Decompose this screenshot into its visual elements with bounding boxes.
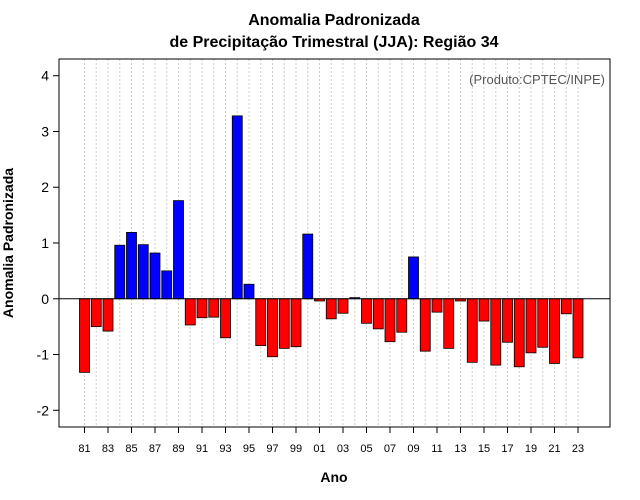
- bar-23: [572, 298, 584, 359]
- x-tick-label: 95: [243, 443, 255, 455]
- bar-02: [325, 298, 337, 320]
- bar-07: [384, 298, 396, 343]
- bar-94: [231, 115, 243, 300]
- bars: [79, 115, 584, 373]
- bar-87: [149, 252, 161, 300]
- bar-93: [220, 298, 231, 339]
- bar-98: [278, 298, 290, 349]
- bar-95: [243, 283, 255, 300]
- x-tick-label: 17: [501, 443, 513, 455]
- bar-20: [537, 298, 549, 348]
- bar-00: [302, 233, 314, 300]
- bar-06: [372, 298, 384, 330]
- bar-03: [337, 298, 349, 314]
- y-tick-label: 1: [41, 235, 49, 251]
- bar-92: [208, 298, 220, 318]
- bar-96: [255, 298, 267, 346]
- x-tick-label: 07: [384, 443, 396, 455]
- x-tick-label: 99: [290, 443, 302, 455]
- credit-label: (Produto:CPTEC/INPE): [469, 72, 605, 87]
- x-tick-label: 01: [313, 443, 325, 455]
- y-tick-label: -1: [37, 347, 50, 363]
- bar-85: [126, 232, 137, 300]
- x-tick-label: 97: [266, 443, 278, 455]
- bar-84: [114, 244, 126, 300]
- y-tick-label: 3: [41, 123, 49, 139]
- x-tick-label: 89: [172, 443, 184, 455]
- bar-90: [184, 298, 196, 326]
- x-tick-label: 19: [525, 443, 537, 455]
- x-tick-label: 81: [78, 443, 90, 455]
- bar-18: [513, 298, 525, 368]
- bar-86: [137, 244, 149, 300]
- x-tick-label: 15: [478, 443, 490, 455]
- bar-99: [290, 298, 302, 348]
- plot-frame: [58, 58, 611, 428]
- y-tick-label: 2: [41, 179, 49, 195]
- bar-17: [502, 298, 513, 343]
- bar-15: [478, 298, 490, 322]
- bar-09: [408, 256, 419, 300]
- bar-22: [560, 298, 572, 315]
- bar-89: [173, 200, 184, 300]
- x-tick-label: 03: [337, 443, 349, 455]
- grid: [84, 59, 579, 427]
- x-tick-label: 21: [548, 443, 560, 455]
- bar-10: [419, 298, 431, 352]
- y-tick-label: -2: [37, 402, 50, 418]
- bar-05: [361, 298, 372, 324]
- bar-19: [525, 298, 537, 354]
- bar-21: [549, 298, 560, 364]
- x-tick-label: 85: [125, 443, 137, 455]
- x-axis: 81 83 85 87 89 91 93 95 97 99 01 03 05 07 09 11 13 15 17 19…: [78, 427, 584, 455]
- chart-title-line2: de Precipitação Trimestral (JJA): Região…: [169, 34, 498, 51]
- y-tick-label: 4: [41, 68, 49, 84]
- chart-title-line1: Anomalia Padronizada: [248, 12, 420, 29]
- bar-14: [466, 298, 478, 363]
- x-tick-label: 13: [454, 443, 466, 455]
- bar-83: [102, 298, 114, 332]
- x-tick-label: 11: [431, 443, 442, 455]
- bar-91: [196, 298, 208, 319]
- x-tick-label: 05: [360, 443, 372, 455]
- x-tick-label: 83: [102, 443, 114, 455]
- y-tick-label: 0: [41, 291, 49, 307]
- y-axis-title: Anomalia Padronizada: [0, 168, 16, 318]
- x-tick-label: 23: [572, 443, 584, 455]
- bar-81: [79, 298, 90, 373]
- x-axis-title: Ano: [320, 469, 347, 485]
- bar-08: [396, 298, 408, 333]
- bar-11: [431, 298, 443, 313]
- bar-88: [161, 270, 173, 300]
- bar-82: [90, 298, 102, 328]
- bar-16: [490, 298, 502, 366]
- x-tick-label: 93: [219, 443, 231, 455]
- x-tick-label: 91: [196, 443, 208, 455]
- x-tick-label: 09: [407, 443, 419, 455]
- y-axis: -2 -1 0 1 2 3 4: [37, 68, 59, 418]
- bar-97: [267, 298, 278, 358]
- x-tick-label: 87: [149, 443, 161, 455]
- bar-12: [443, 298, 455, 349]
